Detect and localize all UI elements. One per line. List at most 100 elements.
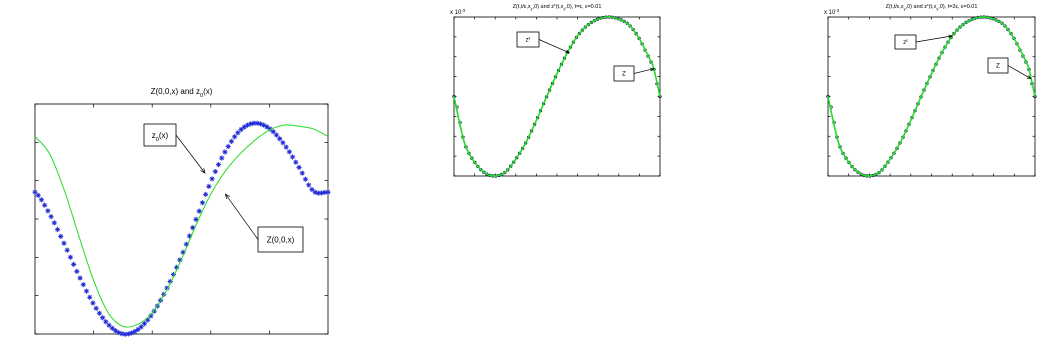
data-point xyxy=(955,28,959,32)
chart-panel-3: Z(t,t/ε,xy,0) and zε(t,xy,0), t=2ε, ε=0.… xyxy=(824,3,1037,178)
data-point xyxy=(580,28,585,32)
data-point xyxy=(277,136,283,142)
data-point xyxy=(254,120,260,126)
annotation-2: Z xyxy=(613,65,655,82)
data-point xyxy=(212,168,218,175)
chart-panel-1: Z(0,0,x) and z0(x) z0(x) Z(0,0,x) xyxy=(32,87,331,337)
data-point xyxy=(206,183,212,189)
data-point xyxy=(293,159,299,165)
data-point xyxy=(35,192,41,198)
data-point xyxy=(235,130,241,136)
chart-panel-2: Z(t,t/ε,xy,0) and zε(t,xy,0), t=ε, ε=0.0… xyxy=(450,3,662,178)
data-point xyxy=(583,25,588,29)
axes-box xyxy=(453,16,661,177)
data-point xyxy=(103,319,109,325)
data-point xyxy=(45,208,51,214)
annotation-2: Z(0,0,x) xyxy=(224,193,304,253)
data-point xyxy=(318,190,325,196)
data-point xyxy=(209,176,215,182)
annotation-arrow xyxy=(633,68,654,74)
data-point xyxy=(315,190,321,196)
data-point xyxy=(219,155,225,161)
data-point xyxy=(251,120,257,126)
data-point xyxy=(90,300,96,306)
arrowhead xyxy=(948,34,954,39)
data-point xyxy=(138,324,144,330)
data-point xyxy=(54,226,61,233)
data-point xyxy=(850,164,854,169)
annotation-label: zε xyxy=(903,38,908,46)
data-point xyxy=(109,325,115,331)
data-point xyxy=(506,168,510,172)
data-point xyxy=(161,291,167,297)
series-markers-1 xyxy=(826,15,1037,178)
data-point xyxy=(167,278,173,285)
data-point xyxy=(628,24,632,28)
data-point xyxy=(164,285,170,291)
data-point xyxy=(64,247,70,253)
data-point xyxy=(174,264,180,271)
data-point xyxy=(145,317,151,323)
data-point xyxy=(958,25,962,29)
data-point xyxy=(183,241,189,247)
data-point xyxy=(96,310,102,316)
data-point xyxy=(135,326,141,333)
data-point xyxy=(296,164,302,170)
axes-box xyxy=(827,16,1036,177)
data-point xyxy=(42,202,48,208)
data-point xyxy=(312,189,318,195)
data-point xyxy=(128,330,135,336)
data-point xyxy=(77,275,83,281)
data-point xyxy=(100,315,106,321)
data-point xyxy=(280,140,286,146)
data-point xyxy=(309,186,315,193)
annotation-1: z0(x) xyxy=(143,123,206,174)
annotation-arrow xyxy=(1007,65,1032,79)
series-line-2 xyxy=(827,16,1036,177)
axes-box xyxy=(34,103,329,335)
data-point xyxy=(132,328,138,335)
data-point xyxy=(322,189,328,196)
data-point xyxy=(273,132,280,138)
data-point xyxy=(952,31,956,36)
arrowhead xyxy=(1026,75,1032,80)
chart-title: Z(0,0,x) and z0(x) xyxy=(151,87,213,99)
annotation-1: zε xyxy=(894,34,954,50)
data-point xyxy=(479,168,483,172)
data-point xyxy=(122,331,128,337)
data-point xyxy=(67,254,74,260)
data-point xyxy=(225,143,231,150)
data-point xyxy=(244,122,251,128)
data-point xyxy=(141,321,148,327)
data-point xyxy=(264,124,270,130)
data-point xyxy=(222,149,228,155)
data-point xyxy=(286,149,292,155)
annotation-label: Z xyxy=(622,72,626,78)
data-point xyxy=(61,240,67,246)
arrowhead xyxy=(200,168,206,174)
data-point xyxy=(267,126,273,132)
annotation-1: zε xyxy=(516,31,571,54)
data-point xyxy=(577,31,582,36)
data-point xyxy=(203,191,209,198)
annotation-label: Z xyxy=(996,64,1000,70)
y-exponent-label: x 10-3 xyxy=(824,8,840,16)
data-point xyxy=(58,233,64,239)
data-point xyxy=(112,328,119,334)
data-point xyxy=(125,331,131,337)
series-line-2 xyxy=(34,124,329,328)
data-point xyxy=(261,122,267,128)
annotation-arrow xyxy=(225,193,259,240)
data-point xyxy=(170,271,177,278)
data-point xyxy=(853,168,857,172)
annotation-box xyxy=(257,226,304,253)
data-point xyxy=(83,288,90,294)
data-point xyxy=(283,144,289,150)
annotation-arrow xyxy=(175,134,206,174)
series-markers-1 xyxy=(452,15,662,178)
annotation-arrow xyxy=(915,35,953,43)
arrowhead xyxy=(224,193,230,200)
data-point xyxy=(257,121,263,127)
series-line-2 xyxy=(453,16,661,177)
